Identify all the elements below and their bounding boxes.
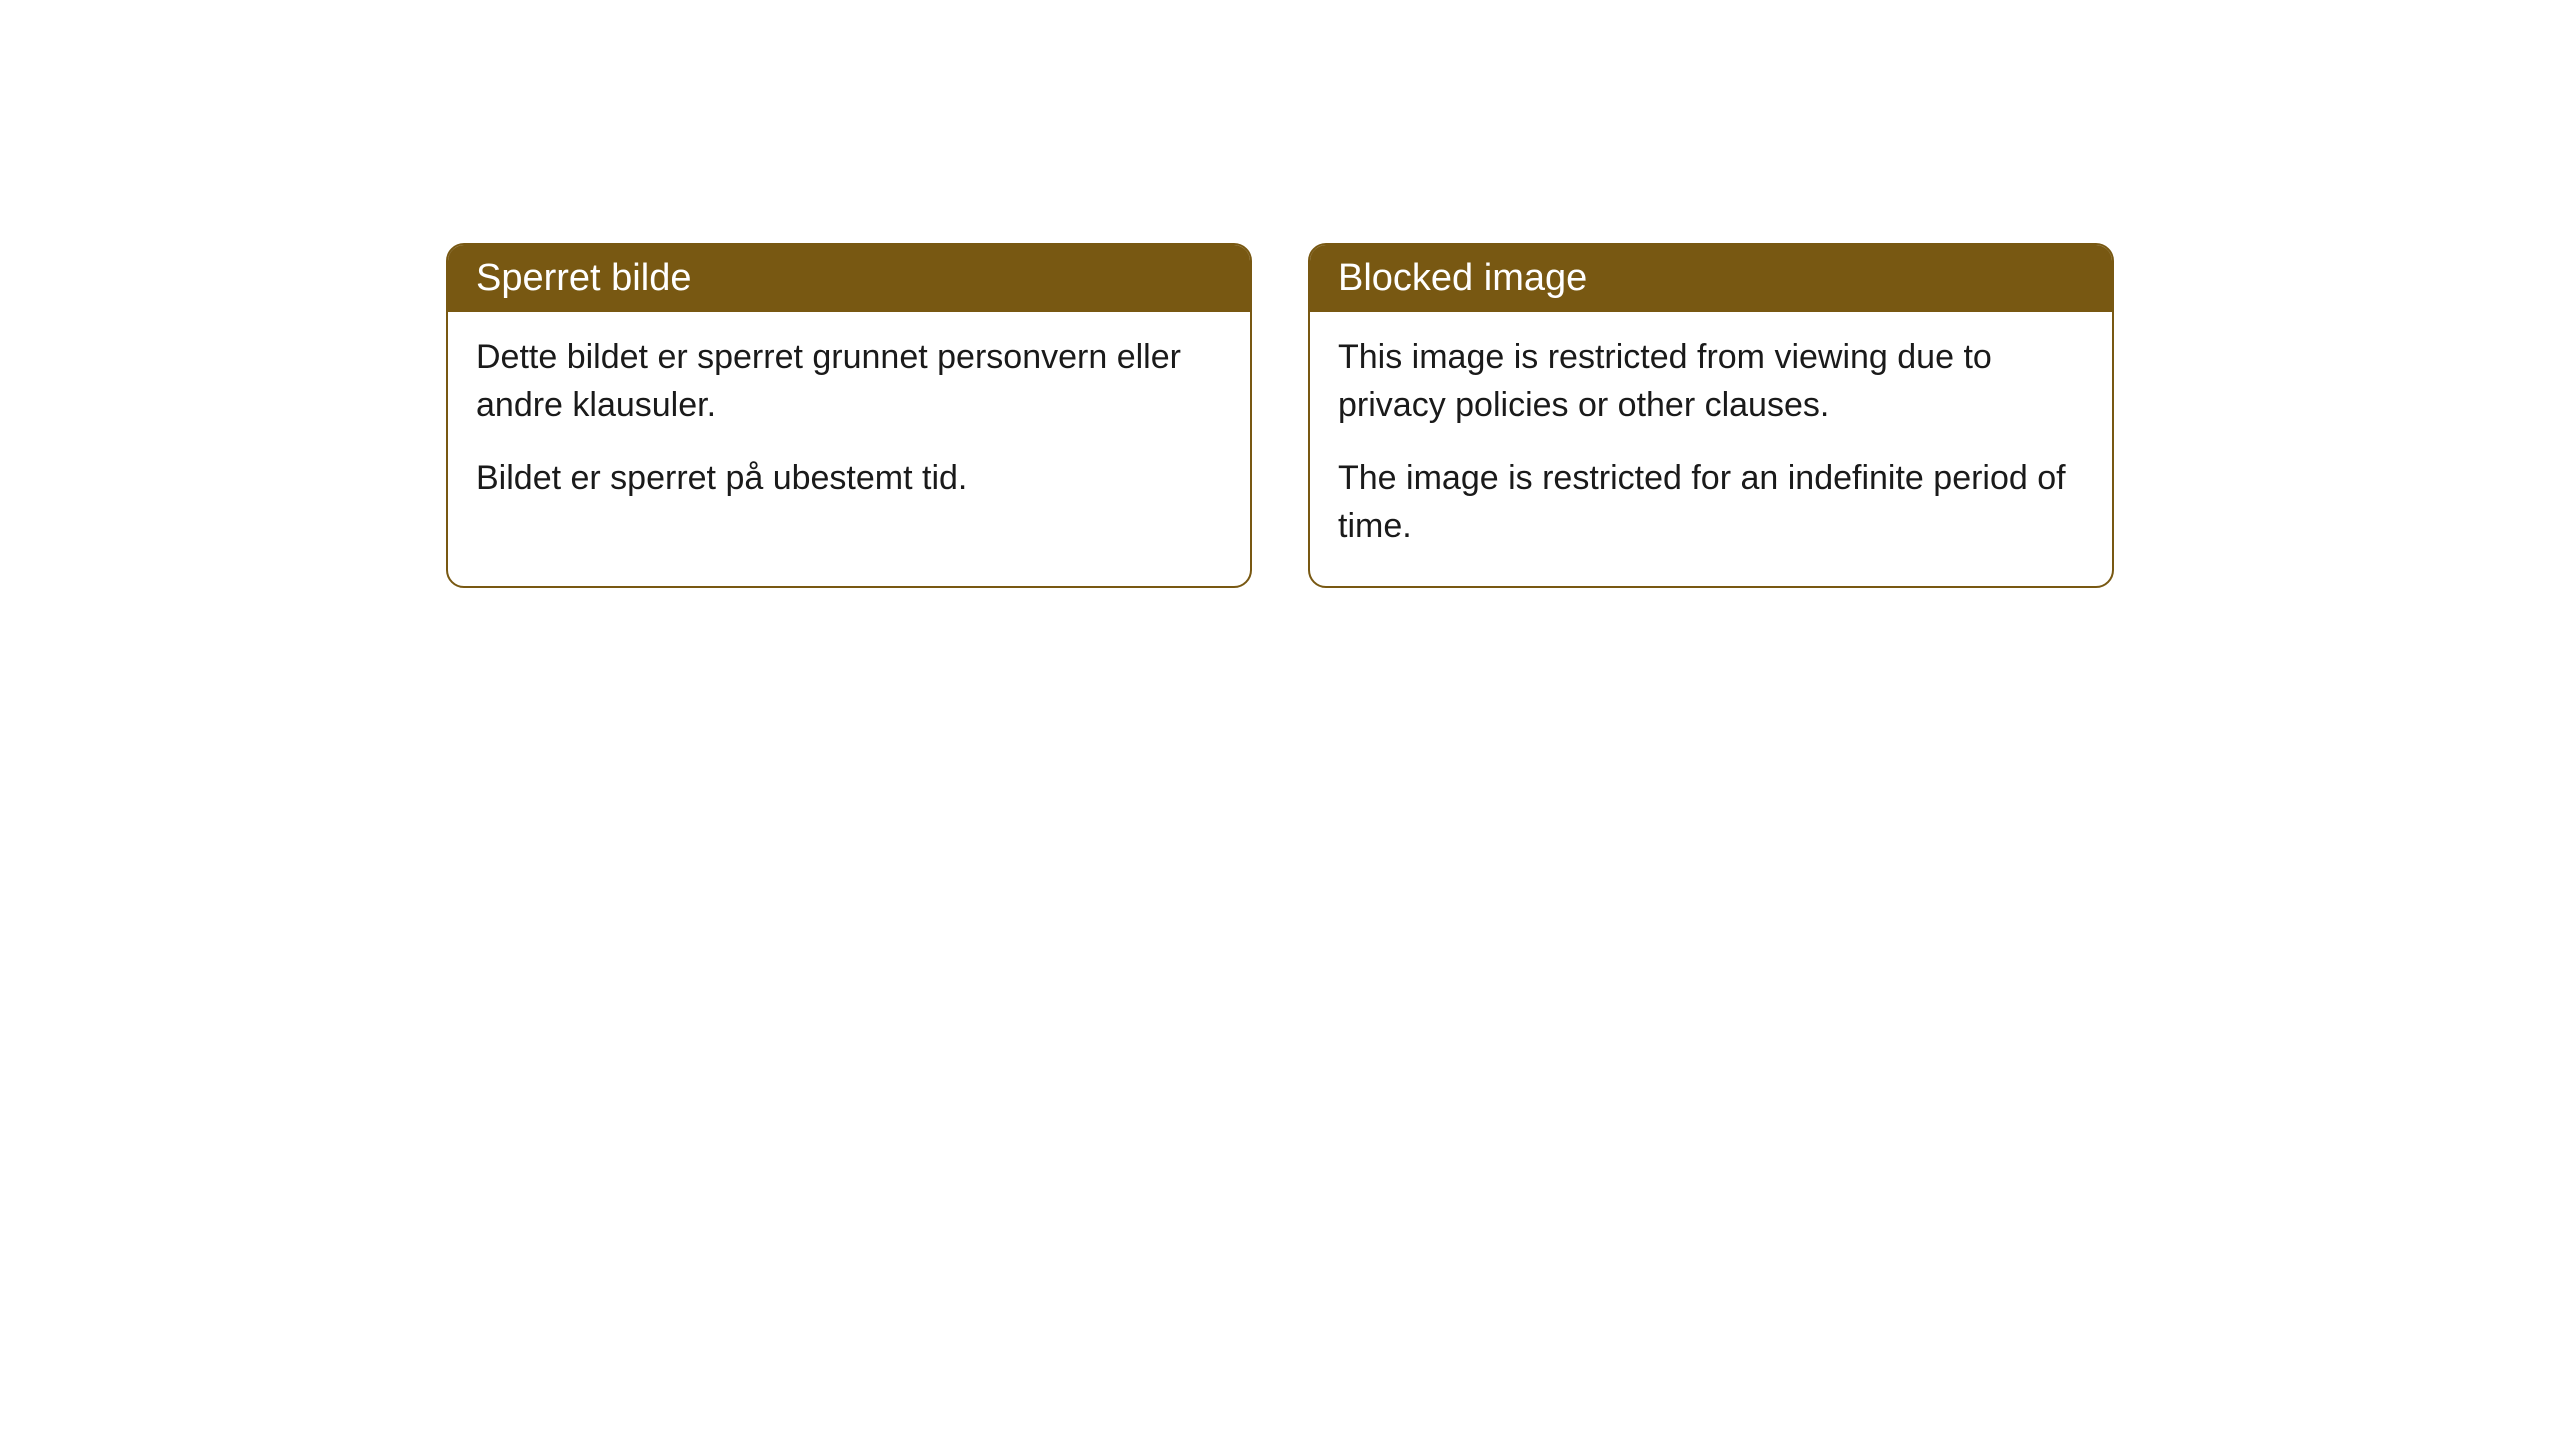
card-norwegian-paragraph-2: Bildet er sperret på ubestemt tid. xyxy=(476,455,1222,503)
card-english-body: This image is restricted from viewing du… xyxy=(1310,312,2112,586)
card-english: Blocked image This image is restricted f… xyxy=(1308,243,2114,588)
cards-container: Sperret bilde Dette bildet er sperret gr… xyxy=(0,243,2560,588)
card-english-paragraph-2: The image is restricted for an indefinit… xyxy=(1338,455,2084,550)
card-norwegian-body: Dette bildet er sperret grunnet personve… xyxy=(448,312,1250,539)
card-norwegian-title: Sperret bilde xyxy=(476,257,691,299)
card-norwegian: Sperret bilde Dette bildet er sperret gr… xyxy=(446,243,1252,588)
card-english-title: Blocked image xyxy=(1338,257,1587,299)
card-norwegian-paragraph-1: Dette bildet er sperret grunnet personve… xyxy=(476,334,1222,429)
card-norwegian-header: Sperret bilde xyxy=(448,245,1250,312)
card-english-header: Blocked image xyxy=(1310,245,2112,312)
card-english-paragraph-1: This image is restricted from viewing du… xyxy=(1338,334,2084,429)
